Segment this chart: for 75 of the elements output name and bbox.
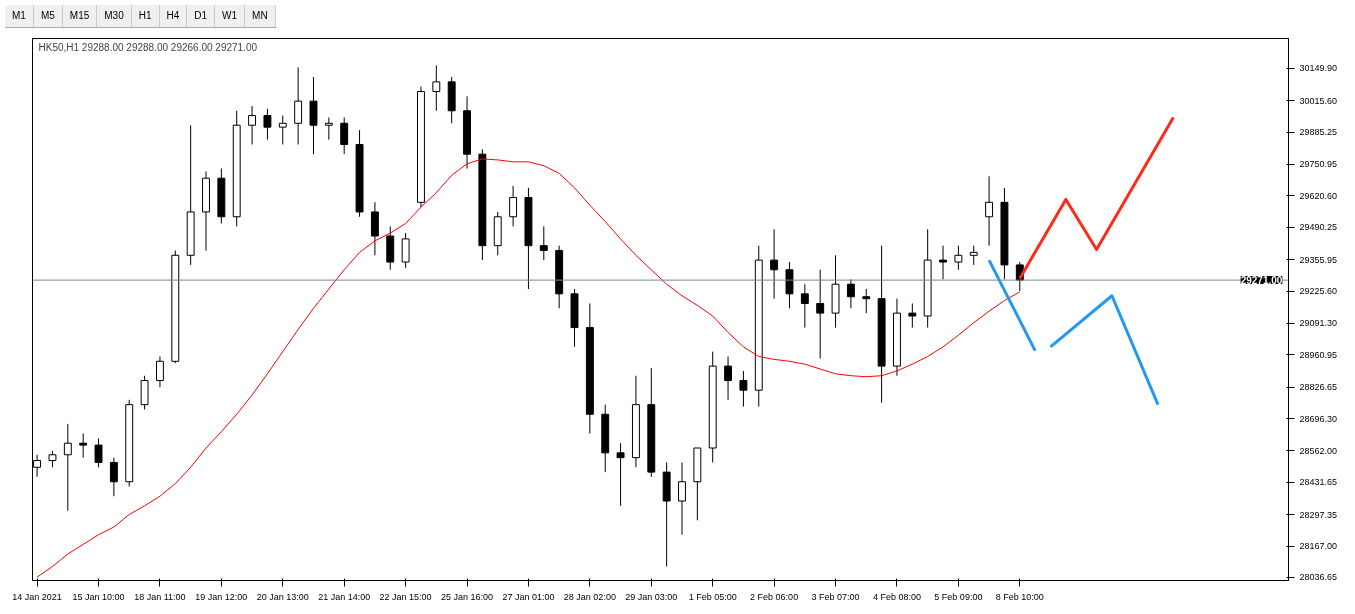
- x-tick-label: 28 Jan 02:00: [563, 591, 616, 602]
- y-tick-label: 28826.65: [1299, 382, 1338, 393]
- line-series: [36, 158, 1021, 578]
- ref-line-label: 29271.00: [1240, 275, 1283, 287]
- candlestick: [616, 442, 625, 507]
- candlestick: [340, 117, 349, 155]
- candlestick: [739, 370, 748, 408]
- y-tick-label: 28297.35: [1299, 509, 1338, 520]
- text: M5: [33, 5, 63, 28]
- candlestick: [846, 278, 855, 309]
- candlestick: [155, 355, 164, 388]
- x-tick-label: 29 Jan 03:00: [625, 591, 678, 602]
- candlestick: [248, 105, 257, 145]
- x-tick-label: 18 Jan 11:00: [134, 591, 186, 602]
- x-tick-label: 21 Jan 14:00: [318, 591, 371, 602]
- text: M1: [5, 5, 34, 28]
- text: W1: [215, 5, 246, 28]
- candlestick: [94, 437, 103, 468]
- y-tick-label: 28696.30: [1299, 413, 1338, 424]
- candlestick: [539, 225, 548, 261]
- y-tick-label: 28431.65: [1299, 477, 1338, 488]
- candlestick: [800, 283, 809, 329]
- candlestick: [509, 185, 518, 227]
- y-tick-label: 28562.00: [1299, 445, 1338, 456]
- text: H4: [159, 5, 188, 28]
- candlestick: [954, 245, 963, 271]
- candlestick: [63, 423, 72, 512]
- text: H1: [131, 5, 160, 28]
- x-tick-label: 5 Feb 09:00: [934, 591, 983, 602]
- y-tick-label: 29355.95: [1299, 254, 1338, 265]
- x-tick-label: 20 Jan 13:00: [256, 591, 309, 602]
- candlestick: [432, 64, 441, 112]
- candlestick: [862, 288, 871, 314]
- y-tick-label: 30015.60: [1299, 95, 1338, 106]
- candlestick: [401, 232, 410, 269]
- candlestick: [939, 245, 947, 280]
- x-tick-label: 15 Jan 10:00: [72, 591, 125, 602]
- x-tick-label: 22 Jan 15:00: [379, 591, 432, 602]
- y-tick-label: 30149.90: [1299, 63, 1338, 74]
- candlestick: [79, 433, 88, 459]
- y-tick-label: 29750.95: [1299, 159, 1338, 170]
- candlestick: [985, 175, 994, 247]
- candlestick: [278, 115, 287, 145]
- x-tick-label: 25 Jan 16:00: [441, 591, 494, 602]
- y-tick-label: 29091.30: [1299, 318, 1338, 329]
- candlestick: [324, 117, 333, 141]
- candlestick: [908, 302, 917, 329]
- x-tick-label: 4 Feb 08:00: [872, 591, 921, 602]
- y-tick-label: 28167.00: [1299, 541, 1338, 552]
- y-tick-label: 29885.25: [1299, 127, 1338, 138]
- candlestick: [678, 461, 686, 536]
- x-tick-label: 2 Feb 06:00: [750, 591, 799, 602]
- candlestick: [109, 457, 118, 497]
- x-tick-label: 8 Feb 10:00: [995, 591, 1044, 602]
- y-tick-label: 29225.60: [1299, 286, 1338, 297]
- text: M15: [62, 5, 98, 28]
- candlestick: [969, 245, 978, 266]
- candlestick: [263, 108, 272, 141]
- x-tick-label: 27 Jan 01:00: [502, 591, 555, 602]
- candlestick: [294, 66, 303, 145]
- y-tick-label: 29490.25: [1299, 222, 1338, 233]
- text: D1: [187, 5, 216, 28]
- y-tick-label: 28036.65: [1299, 572, 1338, 583]
- text: M30: [97, 5, 132, 28]
- text: MN: [245, 5, 276, 28]
- chart-title: HK50,H1 29288.00 29288.00 29266.00 29271.00: [38, 41, 258, 53]
- candlestick: [770, 228, 779, 300]
- x-tick-label: 1 Feb 05:00: [688, 591, 737, 602]
- y-tick-label: 29620.60: [1299, 190, 1338, 201]
- x-tick-label: 3 Feb 07:00: [811, 591, 860, 602]
- x-tick-label: 19 Jan 12:00: [195, 591, 248, 602]
- candlestick: [816, 269, 825, 359]
- y-tick-label: 28960.95: [1299, 349, 1338, 360]
- x-tick-label: 14 Jan 2021: [12, 591, 62, 602]
- candlestick: [724, 355, 733, 401]
